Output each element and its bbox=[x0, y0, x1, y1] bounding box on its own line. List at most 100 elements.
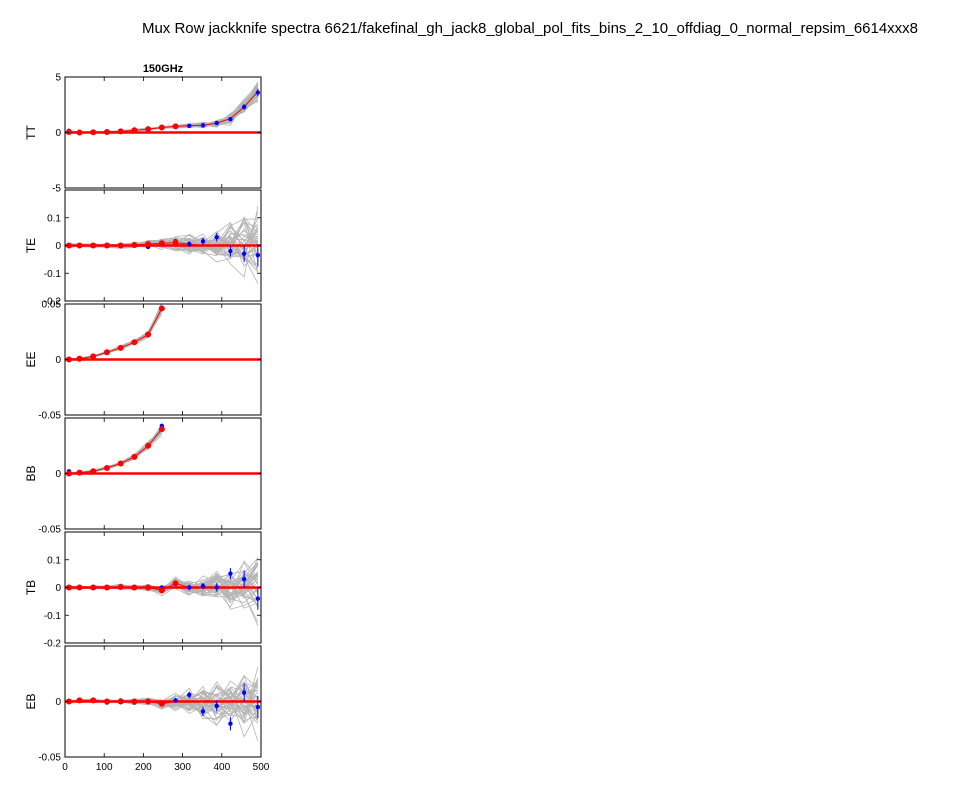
sim-mean-point bbox=[158, 700, 165, 707]
sim-mean-point bbox=[103, 464, 110, 471]
sim-mean-point bbox=[103, 128, 110, 135]
y-tick-label: 0 bbox=[55, 241, 61, 252]
real-data-point bbox=[200, 123, 206, 128]
real-data-point bbox=[187, 585, 192, 590]
sim-mean-point bbox=[117, 344, 124, 351]
sim-mean-point bbox=[172, 239, 179, 246]
sim-mean-point bbox=[76, 242, 83, 249]
y-axis-label: TT bbox=[24, 125, 38, 140]
sim-realization-line bbox=[68, 431, 163, 475]
sim-mean-point bbox=[172, 123, 179, 130]
sim-realization-line bbox=[68, 432, 163, 474]
sim-mean-point bbox=[76, 584, 83, 591]
sim-realization-line bbox=[68, 431, 163, 475]
sim-mean-point bbox=[103, 584, 110, 591]
sim-realization-line bbox=[68, 432, 163, 475]
sim-mean-point bbox=[90, 468, 97, 475]
sim-mean-point bbox=[158, 240, 165, 247]
y-tick-label: -0.05 bbox=[38, 411, 61, 422]
y-axis-label: TB bbox=[24, 580, 38, 595]
sim-mean-point bbox=[158, 305, 165, 312]
sim-mean-point bbox=[158, 124, 165, 131]
panel-plot-area bbox=[65, 556, 261, 627]
sim-mean-point bbox=[65, 128, 72, 135]
y-tick-label: -0.1 bbox=[44, 269, 62, 280]
panel-bb: -0.05 0 BB bbox=[24, 417, 262, 536]
sim-realization-line bbox=[68, 430, 163, 474]
sim-mean-point bbox=[131, 584, 138, 591]
sim-mean-point bbox=[117, 128, 124, 135]
panel-ee: -0.05 0 0.05 EE bbox=[24, 300, 262, 422]
real-data-point bbox=[255, 704, 261, 710]
y-tick-label: -0.05 bbox=[38, 525, 61, 536]
sim-mean-point bbox=[76, 697, 83, 704]
figure-title: Mux Row jackknife spectra 6621/fakefinal… bbox=[142, 20, 918, 37]
y-tick-label: 0 bbox=[55, 355, 61, 366]
y-tick-label: 0 bbox=[55, 697, 61, 708]
panel-plot-area bbox=[65, 205, 261, 284]
sim-realization-line bbox=[68, 429, 163, 475]
panel-plot-area bbox=[65, 423, 261, 477]
sim-mean-point bbox=[145, 698, 152, 705]
real-data-point bbox=[187, 692, 192, 698]
real-data-point bbox=[214, 585, 219, 590]
real-data-point bbox=[187, 241, 192, 247]
real-data-point bbox=[241, 576, 247, 582]
y-tick-label: 0.05 bbox=[42, 300, 62, 311]
y-tick-label: 0.1 bbox=[47, 213, 61, 224]
y-tick-label: 5 bbox=[55, 73, 61, 84]
sim-mean-point bbox=[131, 339, 138, 346]
sim-mean-point bbox=[117, 583, 124, 590]
sim-realization-line bbox=[68, 431, 163, 474]
x-tick-label: 100 bbox=[96, 762, 113, 773]
panel-tt: -5 0 5 TT bbox=[24, 73, 262, 195]
sim-mean-point bbox=[103, 349, 110, 356]
sim-mean-point bbox=[90, 129, 97, 136]
real-data-point bbox=[228, 571, 233, 576]
sim-mean-point bbox=[76, 355, 83, 362]
x-tick-label: 0 bbox=[62, 762, 68, 773]
sim-realization-line bbox=[68, 430, 163, 475]
y-tick-label: 0.1 bbox=[47, 555, 61, 566]
sim-realization-line bbox=[68, 428, 163, 475]
y-tick-label: -0.2 bbox=[44, 297, 62, 308]
panel-tb: -0.2 -0.1 0 0.1 TB bbox=[24, 531, 262, 650]
x-tick-label: 300 bbox=[174, 762, 191, 773]
sim-mean-point bbox=[131, 698, 138, 705]
panel-te: -0.2 -0.1 0 0.1 TE bbox=[24, 189, 262, 308]
real-data-point bbox=[228, 721, 233, 726]
y-tick-label: 0 bbox=[55, 583, 61, 594]
y-tick-label: -5 bbox=[52, 184, 61, 195]
sim-realization-line bbox=[68, 429, 163, 475]
sim-mean-point bbox=[76, 469, 83, 476]
real-data-point bbox=[241, 690, 247, 695]
sim-mean-point bbox=[145, 442, 152, 449]
y-tick-label: -0.2 bbox=[44, 639, 62, 650]
sim-mean-point bbox=[172, 580, 179, 587]
real-data-point bbox=[228, 248, 233, 254]
sim-mean-point bbox=[117, 460, 124, 467]
sim-mean-point bbox=[90, 242, 97, 249]
panel-eb: -0.05 0 EB bbox=[24, 645, 262, 764]
real-data-point bbox=[214, 120, 219, 126]
sim-mean-point bbox=[76, 129, 83, 136]
y-tick-label: 0 bbox=[55, 128, 61, 139]
panel-plot-area bbox=[65, 304, 261, 363]
real-data-point bbox=[241, 251, 247, 257]
sim-realization-line bbox=[68, 429, 163, 474]
y-tick-label: -0.05 bbox=[38, 753, 61, 764]
sim-mean-point bbox=[145, 126, 152, 133]
real-data-point bbox=[255, 90, 261, 95]
sim-mean-point bbox=[158, 587, 165, 594]
sim-mean-point bbox=[158, 426, 165, 433]
sim-mean-point bbox=[131, 127, 138, 134]
sim-mean-point bbox=[131, 241, 138, 248]
sim-realization-line bbox=[68, 429, 163, 474]
real-data-point bbox=[255, 596, 261, 601]
sim-mean-point bbox=[90, 697, 97, 704]
sim-realization-line bbox=[68, 429, 163, 475]
sim-realization-line bbox=[68, 432, 163, 474]
y-axis-label: EE bbox=[24, 351, 38, 367]
y-axis-label: TE bbox=[24, 238, 38, 253]
